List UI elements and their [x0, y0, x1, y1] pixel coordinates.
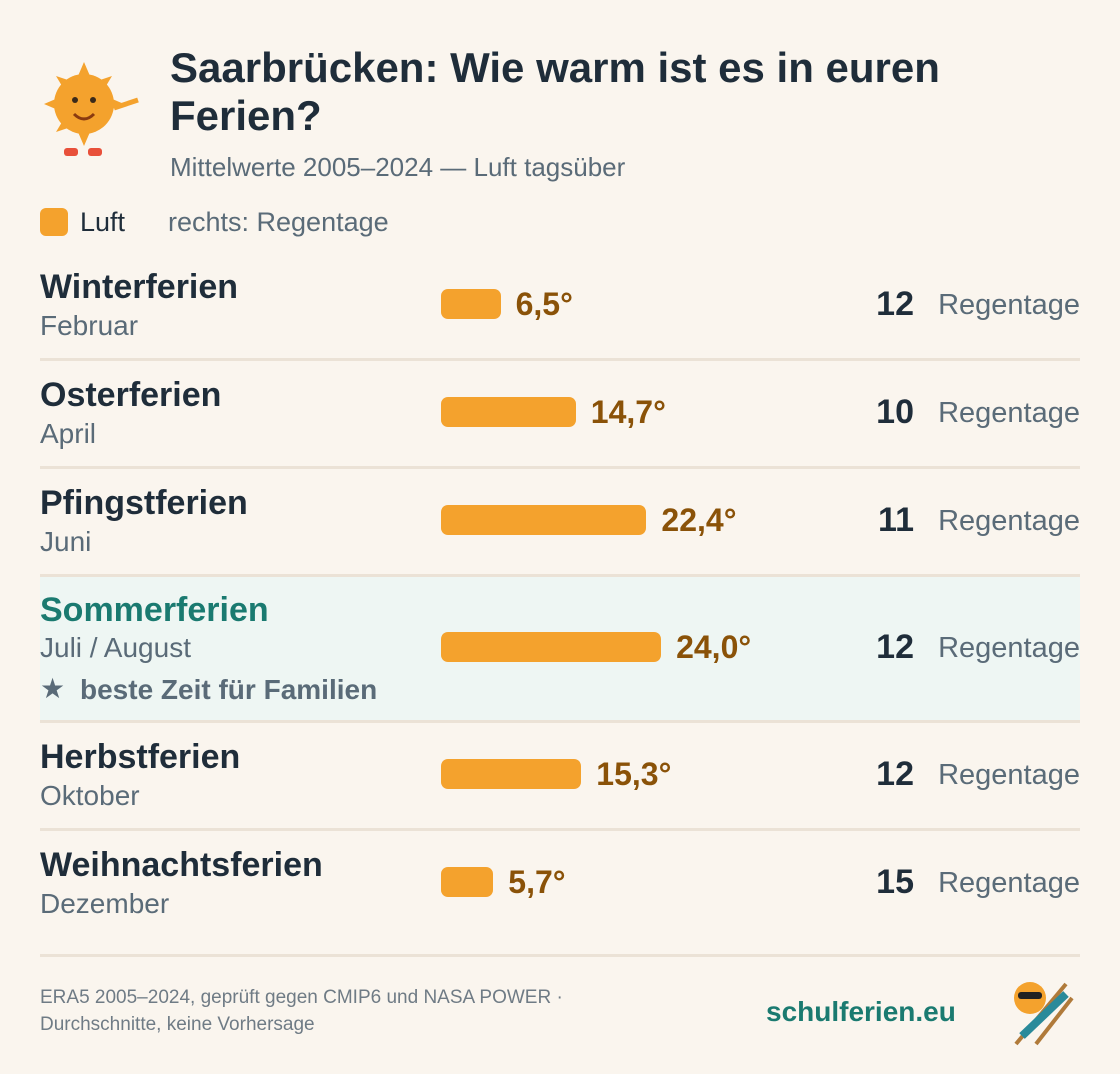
bar	[441, 632, 662, 662]
rain-unit: Regentage	[938, 867, 1080, 899]
month: Juli / August	[40, 632, 191, 663]
category-name: Osterferien	[40, 376, 222, 414]
bar	[441, 289, 501, 319]
separator	[40, 720, 1080, 723]
category-name: Pfingstferien	[40, 484, 248, 522]
bar	[441, 867, 494, 897]
legend-note: rechts: Regentage	[168, 207, 389, 237]
value-label: 6,5°	[515, 286, 573, 322]
value-label: 24,0°	[676, 629, 752, 665]
title: Saarbrücken: Wie warm ist es in euren Fe…	[170, 44, 940, 139]
rain-days: 15	[876, 863, 914, 901]
value-label: 22,4°	[661, 502, 737, 538]
separator	[40, 574, 1080, 577]
rain-unit: Regentage	[938, 505, 1080, 537]
month: Juni	[40, 526, 92, 557]
month: April	[40, 418, 97, 449]
rain-unit: Regentage	[938, 759, 1080, 791]
value-label: 5,7°	[508, 864, 566, 900]
legend-label: Luft	[80, 207, 126, 237]
legend-swatch	[40, 208, 68, 236]
category-name: Winterferien	[40, 268, 239, 306]
bar	[441, 505, 647, 535]
rain-days: 12	[876, 628, 914, 666]
rain-unit: Regentage	[938, 632, 1080, 664]
source-note: Durchschnitte, keine Vorhersage	[40, 1014, 315, 1035]
rain-days: 12	[876, 285, 914, 323]
bar	[441, 759, 582, 789]
category-name: Sommerferien	[40, 591, 269, 629]
rain-days: 12	[876, 755, 914, 793]
category-name: Herbstferien	[40, 738, 241, 776]
separator	[40, 828, 1080, 831]
rain-unit: Regentage	[938, 397, 1080, 429]
month: Oktober	[40, 780, 140, 811]
category-name: Weihnachtsferien	[40, 846, 323, 884]
beach-sun-icon	[1014, 982, 1074, 1046]
rain-days: 10	[876, 393, 914, 431]
value-label: 14,7°	[590, 394, 666, 430]
bar	[441, 397, 576, 427]
separator	[40, 954, 1080, 957]
month: Februar	[40, 310, 139, 341]
separator	[40, 466, 1080, 469]
separator	[40, 358, 1080, 361]
month: Dezember	[40, 888, 170, 919]
sun-icon	[44, 62, 139, 156]
highlight-note: beste Zeit für Familien	[80, 674, 378, 705]
star: ★	[40, 673, 66, 704]
subtitle: Mittelwerte 2005–2024 — Luft tagsüber	[170, 152, 626, 182]
source-note: ERA5 2005–2024, geprüft gegen CMIP6 und …	[40, 987, 563, 1008]
rain-days: 11	[878, 501, 914, 539]
value-label: 15,3°	[596, 756, 672, 792]
brand: schulferien.eu	[766, 996, 956, 1027]
rain-unit: Regentage	[938, 289, 1080, 321]
